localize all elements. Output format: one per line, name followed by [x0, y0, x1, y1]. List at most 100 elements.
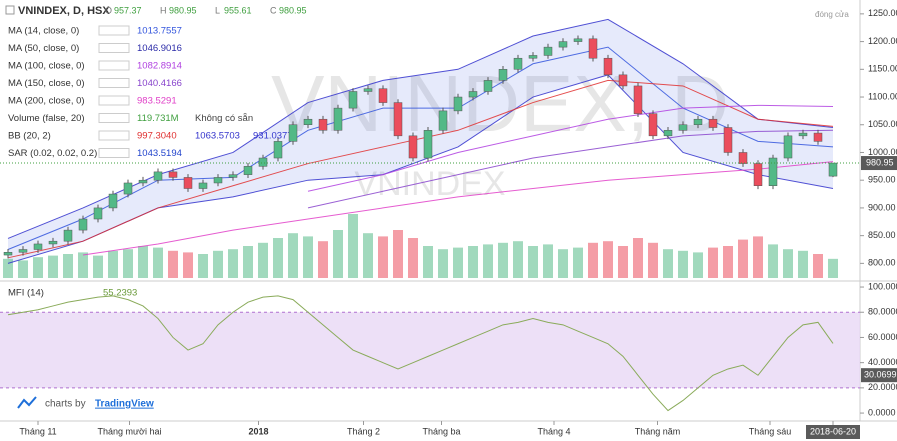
volume-bar — [528, 246, 538, 278]
watermark-sub: VNINDEX — [354, 165, 505, 203]
candle-body — [333, 107, 343, 131]
volume-bar — [93, 255, 103, 278]
volume-bar — [498, 242, 508, 278]
volume-bar — [213, 250, 223, 278]
legend-label: BB (20, 2) — [8, 131, 51, 142]
x-tick-label: Tháng 11 — [19, 426, 56, 436]
overlay-line — [307, 129, 834, 209]
mfi-tick-label: 20.0000 — [868, 382, 897, 392]
x-tick-label: Tháng mười hai — [98, 426, 162, 436]
legend-value: 1082.8914 — [137, 61, 182, 72]
volume-bar — [483, 244, 493, 278]
candle-body — [678, 124, 688, 131]
candle-body — [738, 152, 748, 164]
legend-label: MA (200, close, 0) — [8, 96, 85, 107]
credit[interactable]: charts by TradingView — [17, 396, 154, 410]
legend-label: Volume (false, 20) — [8, 113, 85, 124]
volume-bar — [468, 246, 478, 278]
mfi-line — [7, 295, 834, 412]
ohlc-value: 955.61 — [224, 5, 252, 15]
y-tick-label: 1100.00 — [868, 91, 897, 101]
volume-bar — [183, 252, 193, 278]
volume-bar — [138, 246, 148, 278]
legend-value: 1040.4166 — [137, 78, 182, 89]
legend-buttons[interactable] — [98, 78, 130, 88]
legend-buttons[interactable] — [98, 130, 130, 141]
candle-body — [723, 127, 733, 153]
legend-buttons[interactable] — [98, 60, 130, 71]
volume-bar — [333, 230, 343, 278]
mfi-last-box — [861, 368, 897, 383]
volume-bar — [3, 258, 13, 278]
legend-buttons[interactable] — [98, 113, 130, 123]
candle-body — [63, 229, 73, 242]
x-label-box — [806, 425, 860, 439]
candle-body — [438, 110, 448, 131]
candle-body — [648, 113, 658, 137]
x-tick-label: 2018 — [248, 426, 268, 436]
overlay-line — [7, 79, 834, 259]
close-note: đóng cửa — [815, 10, 849, 19]
candle-body — [393, 102, 403, 137]
candle-body — [363, 88, 373, 92]
candle-body — [693, 118, 703, 126]
candle-body — [18, 249, 28, 253]
candle-body — [138, 179, 148, 184]
volume-bar — [738, 239, 748, 278]
volume-bar — [153, 247, 163, 278]
mfi-tick-label: 40.0000 — [868, 357, 897, 367]
credit-icon — [17, 396, 37, 409]
legend-value: 983.5291 — [137, 96, 177, 107]
legend-label: SAR (0.02, 0.02, 0.2) — [8, 148, 97, 159]
volume-bar — [123, 249, 133, 278]
credit-brand[interactable]: TradingView — [95, 399, 154, 410]
mfi-value: 55.2393 — [103, 288, 137, 299]
volume-bar — [318, 241, 328, 278]
volume-bar — [243, 246, 253, 278]
candle-body — [108, 193, 118, 209]
volume-bar — [453, 247, 463, 278]
mfi-tick-label: 0.0000 — [868, 407, 896, 417]
ohlc-label: L — [215, 5, 220, 15]
volume-bar — [693, 252, 703, 278]
candle-body — [93, 207, 103, 220]
ohlc-value: 980.95 — [279, 5, 307, 15]
x-tick-label: Tháng sáu — [749, 426, 792, 436]
candle-body — [468, 91, 478, 98]
legend-label: MA (14, close, 0) — [8, 26, 79, 37]
y-tick-label: 1000.00 — [868, 147, 897, 157]
candle-body — [813, 132, 823, 142]
volume-bar — [633, 238, 643, 278]
candle-body — [483, 80, 493, 92]
y-tick-label: 850.00 — [868, 230, 896, 240]
candle-body — [528, 55, 538, 59]
legend-label: MA (50, close, 0) — [8, 43, 79, 54]
overlay-line — [307, 104, 834, 192]
volume-bar — [423, 246, 433, 278]
candle-body — [663, 130, 673, 137]
volume-bar — [783, 249, 793, 278]
legend-buttons[interactable] — [98, 95, 130, 106]
volume-bar — [543, 244, 553, 278]
volume-bar — [273, 238, 283, 278]
legend-value: 1063.5703 — [195, 131, 240, 142]
volume-bar — [288, 233, 298, 278]
candle-body — [153, 171, 163, 181]
candle-body — [453, 96, 463, 112]
volume-bar — [618, 246, 628, 278]
collapse-icon[interactable] — [5, 5, 15, 15]
candle-body — [618, 74, 628, 87]
candle-body — [33, 243, 43, 250]
candle-body — [123, 182, 133, 195]
legend-buttons[interactable] — [98, 43, 130, 53]
volume-bar — [48, 255, 58, 278]
volume-bar — [513, 241, 523, 278]
ohlc-value: 980.95 — [169, 5, 197, 15]
candle-body — [348, 91, 358, 109]
candle-body — [78, 218, 88, 231]
legend-value: 119.731M — [137, 113, 179, 124]
legend-buttons[interactable] — [98, 25, 130, 36]
volume-bar — [573, 247, 583, 278]
legend-buttons[interactable] — [98, 148, 130, 158]
